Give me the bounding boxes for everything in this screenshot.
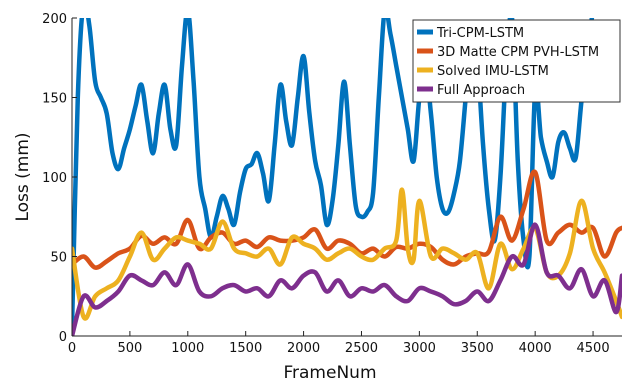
legend-label: Solved IMU-LSTM <box>437 64 549 79</box>
y-tick-label: 150 <box>42 92 67 107</box>
x-tick-label: 3000 <box>403 341 436 356</box>
series-line-2 <box>72 169 622 270</box>
x-tick-label: 3500 <box>461 341 494 356</box>
y-tick-label: 50 <box>50 251 67 266</box>
legend-label: Full Approach <box>437 83 525 98</box>
series-line-4 <box>72 222 622 336</box>
x-tick-label: 2000 <box>287 341 320 356</box>
legend-label: Tri-CPM-LSTM <box>436 26 524 41</box>
x-tick-label: 4500 <box>577 341 610 356</box>
legend-box <box>412 19 621 103</box>
x-tick-label: 2500 <box>345 341 378 356</box>
x-tick-label: 1500 <box>229 341 262 356</box>
y-axis-title: Loss (mm) <box>13 132 33 221</box>
x-tick-label: 4000 <box>519 341 552 356</box>
y-tick-label: 0 <box>59 330 67 345</box>
x-tick-label: 1000 <box>171 341 204 356</box>
x-tick-label: 0 <box>68 341 76 356</box>
x-axis-title: FrameNum <box>283 363 376 383</box>
series-line-1 <box>72 18 595 331</box>
legend: Tri-CPM-LSTM 3D Matte CPM PVH-LSTM Solved … <box>412 19 621 103</box>
y-tick-label: 100 <box>42 171 67 186</box>
x-tick-label: 500 <box>117 341 142 356</box>
y-tick-label: 200 <box>42 12 67 27</box>
legend-label: 3D Matte CPM PVH-LSTM <box>437 45 599 60</box>
